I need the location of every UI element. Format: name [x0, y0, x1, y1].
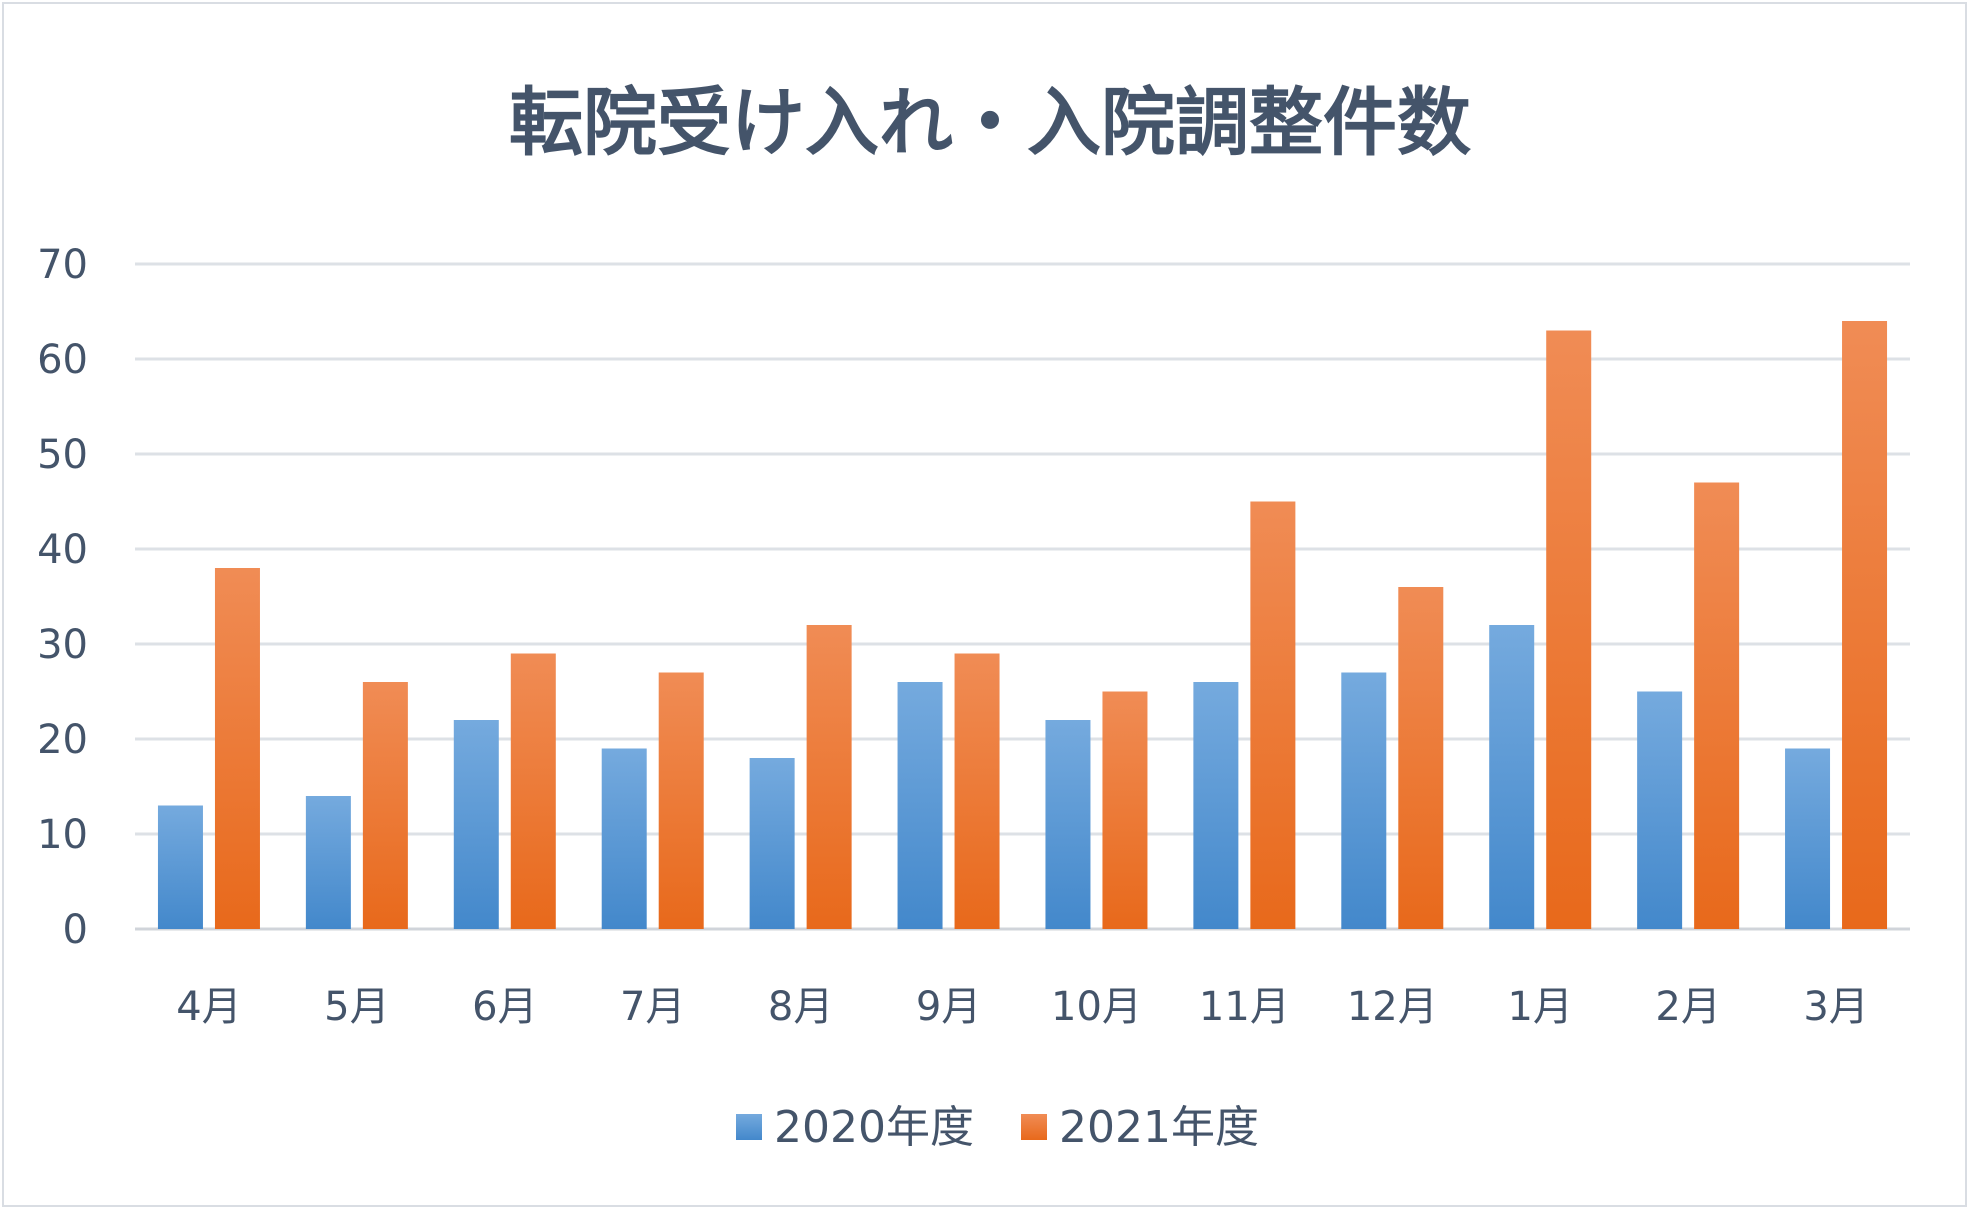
chart-title: 転院受け入れ・入院調整件数 — [509, 80, 1471, 166]
y-tick-label: 30 — [37, 622, 88, 668]
x-tick-label: 6月 — [472, 984, 537, 1030]
x-tick-label: 4月 — [176, 984, 241, 1030]
y-tick-label: 20 — [37, 717, 88, 763]
bar-2021年度-12月 — [1398, 587, 1444, 929]
y-tick-label: 40 — [37, 527, 88, 573]
x-tick-label: 9月 — [916, 984, 981, 1030]
bar-2021年度-3月 — [1842, 321, 1888, 929]
legend-swatch — [1021, 1114, 1047, 1140]
x-tick-label: 5月 — [324, 984, 389, 1030]
y-tick-label: 70 — [37, 242, 88, 288]
x-tick-label: 10月 — [1051, 984, 1142, 1030]
bar-2021年度-5月 — [362, 682, 408, 929]
bar-2020年度-7月 — [601, 748, 647, 929]
y-tick-label: 50 — [37, 432, 88, 478]
x-tick-label: 12月 — [1347, 984, 1438, 1030]
x-tick-label: 11月 — [1199, 984, 1290, 1030]
bar-2020年度-5月 — [305, 796, 351, 929]
bar-2020年度-4月 — [157, 805, 203, 929]
bar-2021年度-4月 — [214, 568, 260, 929]
x-tick-label: 7月 — [620, 984, 685, 1030]
y-tick-label: 60 — [37, 337, 88, 383]
legend-label: 2020年度 — [774, 1102, 974, 1153]
bar-2021年度-9月 — [954, 653, 1000, 929]
legend-label: 2021年度 — [1059, 1102, 1259, 1153]
bar-2020年度-11月 — [1193, 682, 1239, 929]
bar-2020年度-6月 — [453, 720, 499, 929]
bar-2020年度-10月 — [1045, 720, 1091, 929]
bar-2021年度-2月 — [1694, 482, 1740, 929]
bar-2021年度-10月 — [1102, 691, 1148, 929]
bar-2020年度-1月 — [1489, 625, 1535, 929]
bar-2020年度-9月 — [897, 682, 943, 929]
bar-2020年度-12月 — [1341, 672, 1387, 929]
x-tick-label: 1月 — [1507, 984, 1572, 1030]
x-tick-label: 3月 — [1803, 984, 1868, 1030]
bar-2020年度-2月 — [1637, 691, 1683, 929]
bar-2021年度-6月 — [510, 653, 556, 929]
bar-2020年度-3月 — [1785, 748, 1831, 929]
bar-2021年度-8月 — [806, 625, 852, 929]
y-tick-label: 0 — [63, 907, 88, 953]
legend-swatch — [736, 1114, 762, 1140]
x-tick-label: 8月 — [768, 984, 833, 1030]
bar-2021年度-11月 — [1250, 501, 1296, 929]
bar-2020年度-8月 — [749, 758, 795, 929]
bar-2021年度-1月 — [1546, 330, 1592, 929]
bar-2021年度-7月 — [658, 672, 704, 929]
y-tick-label: 10 — [37, 812, 88, 858]
x-tick-label: 2月 — [1655, 984, 1720, 1030]
